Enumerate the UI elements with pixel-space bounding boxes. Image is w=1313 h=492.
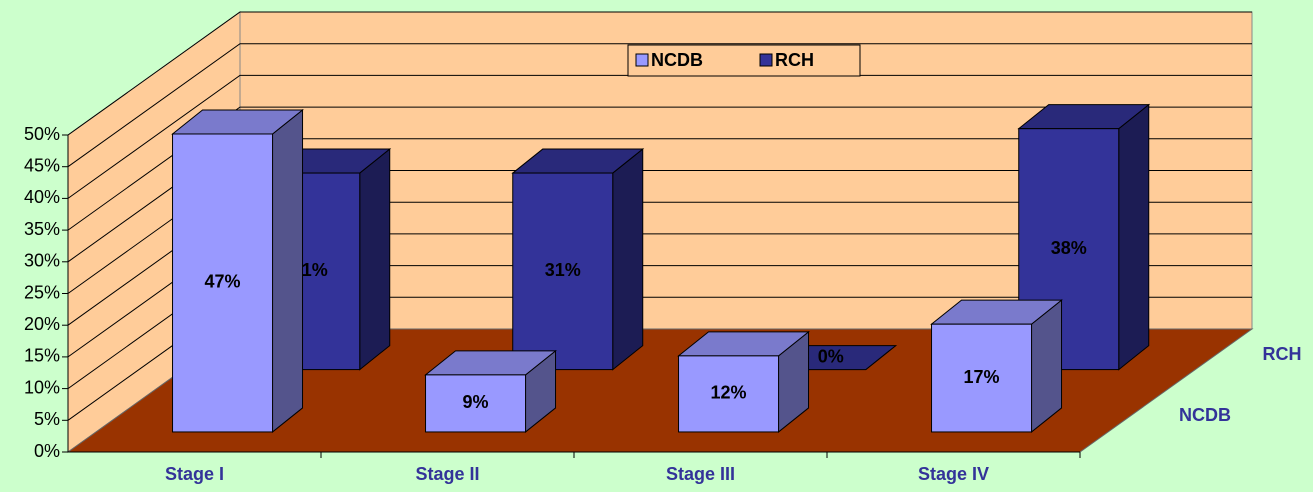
bar — [511, 148, 645, 371]
y-tick-label: 15% — [24, 346, 60, 366]
depth-label: NCDB — [1179, 405, 1231, 425]
bar-side — [359, 148, 391, 371]
legend-swatch — [635, 53, 649, 67]
bars: 31% 31%0%38%47%9% 12%17% — [171, 103, 1151, 433]
bar — [424, 349, 557, 433]
y-tick-label: 35% — [24, 219, 60, 239]
value-label: 47% — [205, 272, 241, 292]
legend-label: NCDB — [651, 50, 703, 70]
grid-line — [67, 106, 1252, 231]
y-tick-label: 50% — [24, 124, 60, 144]
value-label: 0% — [818, 346, 844, 366]
x-tick-label: Stage III — [666, 464, 735, 484]
y-tick-label: 0% — [34, 441, 60, 461]
value-label: 12% — [711, 383, 747, 403]
bar-side — [272, 108, 304, 433]
y-tick-label: 45% — [24, 155, 60, 175]
grid-line — [67, 11, 1252, 136]
x-tick-label: Stage I — [165, 464, 224, 484]
y-tick-label: 25% — [24, 282, 60, 302]
value-label: 9% — [463, 392, 489, 412]
legend: NCDB RCH — [627, 44, 861, 77]
y-tick-label: 30% — [24, 251, 60, 271]
y-tick-label: 5% — [34, 409, 60, 429]
value-label: 17% — [964, 367, 1000, 387]
value-label: 38% — [1051, 238, 1087, 258]
bar-front — [172, 133, 274, 433]
legend-box — [627, 44, 861, 77]
y-tick-label: 40% — [24, 187, 60, 207]
bar-front — [931, 323, 1033, 433]
bar-side — [612, 148, 644, 371]
value-label: 31% — [545, 260, 581, 280]
legend-swatch — [759, 53, 773, 67]
bar — [171, 108, 304, 433]
bar-front — [512, 172, 614, 371]
bar — [677, 330, 810, 433]
grid-line — [67, 43, 1252, 168]
grid-line — [67, 74, 1252, 199]
bar — [1017, 103, 1151, 371]
bar — [930, 299, 1063, 433]
depth-label: RCH — [1263, 344, 1302, 364]
bar-front — [678, 355, 780, 433]
x-tick-label: Stage II — [415, 464, 479, 484]
y-tick-label: 10% — [24, 377, 60, 397]
x-tick-label: Stage IV — [918, 464, 989, 484]
bar-front — [425, 374, 527, 433]
legend-label: RCH — [775, 50, 814, 70]
y-tick-label: 20% — [24, 314, 60, 334]
bar-side — [1118, 103, 1150, 371]
